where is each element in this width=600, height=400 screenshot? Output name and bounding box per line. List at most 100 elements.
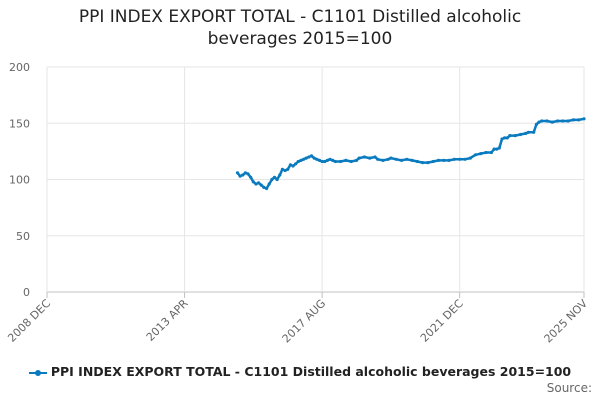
data-point[interactable] bbox=[339, 159, 343, 164]
data-point[interactable] bbox=[349, 159, 353, 164]
data-point[interactable] bbox=[241, 173, 245, 177]
data-point[interactable] bbox=[550, 120, 554, 124]
x-tick-label: 2025 NOV bbox=[542, 297, 591, 346]
data-point[interactable] bbox=[473, 153, 478, 157]
x-tick-label: 2008 DEC bbox=[5, 297, 53, 345]
data-point[interactable] bbox=[442, 158, 446, 162]
data-point[interactable] bbox=[389, 156, 393, 160]
data-point[interactable] bbox=[291, 164, 295, 168]
data-point[interactable] bbox=[394, 157, 398, 161]
data-point[interactable] bbox=[344, 158, 348, 162]
data-point[interactable] bbox=[503, 136, 507, 140]
data-point[interactable] bbox=[357, 156, 361, 160]
data-point[interactable] bbox=[235, 171, 240, 175]
data-point[interactable] bbox=[267, 182, 271, 186]
data-point[interactable] bbox=[294, 162, 298, 166]
data-point[interactable] bbox=[254, 182, 258, 186]
data-point[interactable] bbox=[257, 181, 261, 185]
data-point[interactable] bbox=[489, 150, 493, 155]
data-point[interactable] bbox=[302, 157, 306, 161]
data-point[interactable] bbox=[333, 159, 337, 164]
data-point[interactable] bbox=[410, 158, 414, 162]
data-point[interactable] bbox=[492, 147, 496, 151]
data-point[interactable] bbox=[331, 158, 335, 162]
data-point[interactable] bbox=[246, 172, 250, 176]
chart-title-line-1: PPI INDEX EXPORT TOTAL - C1101 Distilled… bbox=[78, 7, 522, 27]
data-point[interactable] bbox=[431, 159, 435, 164]
data-point[interactable] bbox=[555, 119, 560, 123]
data-point[interactable] bbox=[508, 134, 512, 138]
data-point[interactable] bbox=[249, 175, 253, 179]
data-point[interactable] bbox=[540, 119, 544, 123]
data-point[interactable] bbox=[323, 159, 327, 164]
data-point[interactable] bbox=[436, 158, 441, 162]
data-point[interactable] bbox=[278, 173, 282, 177]
data-point[interactable] bbox=[296, 159, 300, 164]
x-axis: 2008 DEC 2013 APR 2017 AUG 2021 DEC 2025 NOV bbox=[5, 292, 590, 346]
data-point[interactable] bbox=[497, 146, 501, 150]
data-point[interactable] bbox=[362, 155, 366, 159]
data-point[interactable] bbox=[283, 168, 287, 173]
data-point[interactable] bbox=[561, 119, 565, 123]
legend[interactable]: PPI INDEX EXPORT TOTAL - C1101 Distilled… bbox=[0, 364, 600, 379]
data-point[interactable] bbox=[238, 174, 242, 178]
data-point[interactable] bbox=[426, 161, 430, 165]
data-point[interactable] bbox=[524, 131, 528, 135]
data-point[interactable] bbox=[307, 155, 311, 159]
data-point[interactable] bbox=[262, 185, 266, 189]
data-point[interactable] bbox=[265, 186, 269, 191]
data-point[interactable] bbox=[317, 158, 322, 162]
data-point[interactable] bbox=[534, 122, 539, 126]
data-point[interactable] bbox=[328, 157, 332, 161]
data-point[interactable] bbox=[415, 159, 419, 164]
data-point[interactable] bbox=[368, 156, 372, 160]
data-point[interactable] bbox=[458, 157, 462, 161]
data-point[interactable] bbox=[421, 161, 425, 165]
data-point[interactable] bbox=[315, 157, 319, 161]
data-point[interactable] bbox=[577, 118, 581, 122]
data-point[interactable] bbox=[526, 130, 531, 134]
data-point[interactable] bbox=[484, 150, 488, 155]
data-point[interactable] bbox=[582, 117, 586, 121]
data-point[interactable] bbox=[243, 171, 247, 175]
data-point[interactable] bbox=[513, 134, 517, 138]
data-point[interactable] bbox=[373, 155, 377, 159]
data-point[interactable] bbox=[354, 158, 359, 162]
data-point[interactable] bbox=[532, 130, 536, 134]
data-point[interactable] bbox=[309, 154, 314, 158]
data-point[interactable] bbox=[468, 156, 472, 160]
data-point[interactable] bbox=[312, 156, 316, 160]
data-point[interactable] bbox=[463, 157, 467, 161]
data-point[interactable] bbox=[447, 158, 451, 162]
x-tick-label: 2013 APR bbox=[144, 297, 191, 344]
data-point[interactable] bbox=[325, 158, 329, 162]
data-point[interactable] bbox=[275, 177, 279, 182]
data-point[interactable] bbox=[386, 157, 390, 161]
data-point[interactable] bbox=[320, 159, 324, 164]
data-point[interactable] bbox=[270, 177, 274, 182]
data-point[interactable] bbox=[288, 163, 292, 167]
data-point[interactable] bbox=[500, 137, 504, 141]
data-point[interactable] bbox=[518, 132, 523, 137]
data-point[interactable] bbox=[304, 156, 308, 160]
data-point[interactable] bbox=[299, 158, 303, 162]
data-point[interactable] bbox=[259, 183, 263, 187]
data-point[interactable] bbox=[452, 157, 456, 161]
data-point[interactable] bbox=[381, 158, 385, 162]
data-point[interactable] bbox=[505, 136, 509, 140]
data-point[interactable] bbox=[251, 180, 255, 184]
data-point[interactable] bbox=[280, 167, 284, 171]
data-point[interactable] bbox=[479, 152, 483, 156]
data-point[interactable] bbox=[405, 157, 409, 161]
data-point[interactable] bbox=[272, 175, 277, 179]
data-point[interactable] bbox=[286, 167, 290, 171]
y-tick-label: 200 bbox=[9, 61, 30, 74]
data-point[interactable] bbox=[566, 119, 570, 123]
data-point[interactable] bbox=[545, 119, 549, 123]
data-point[interactable] bbox=[537, 120, 541, 124]
data-point[interactable] bbox=[399, 158, 404, 162]
data-point[interactable] bbox=[495, 147, 499, 151]
y-tick-label: 0 bbox=[23, 286, 30, 299]
data-point[interactable] bbox=[571, 118, 576, 122]
data-point[interactable] bbox=[376, 157, 380, 161]
